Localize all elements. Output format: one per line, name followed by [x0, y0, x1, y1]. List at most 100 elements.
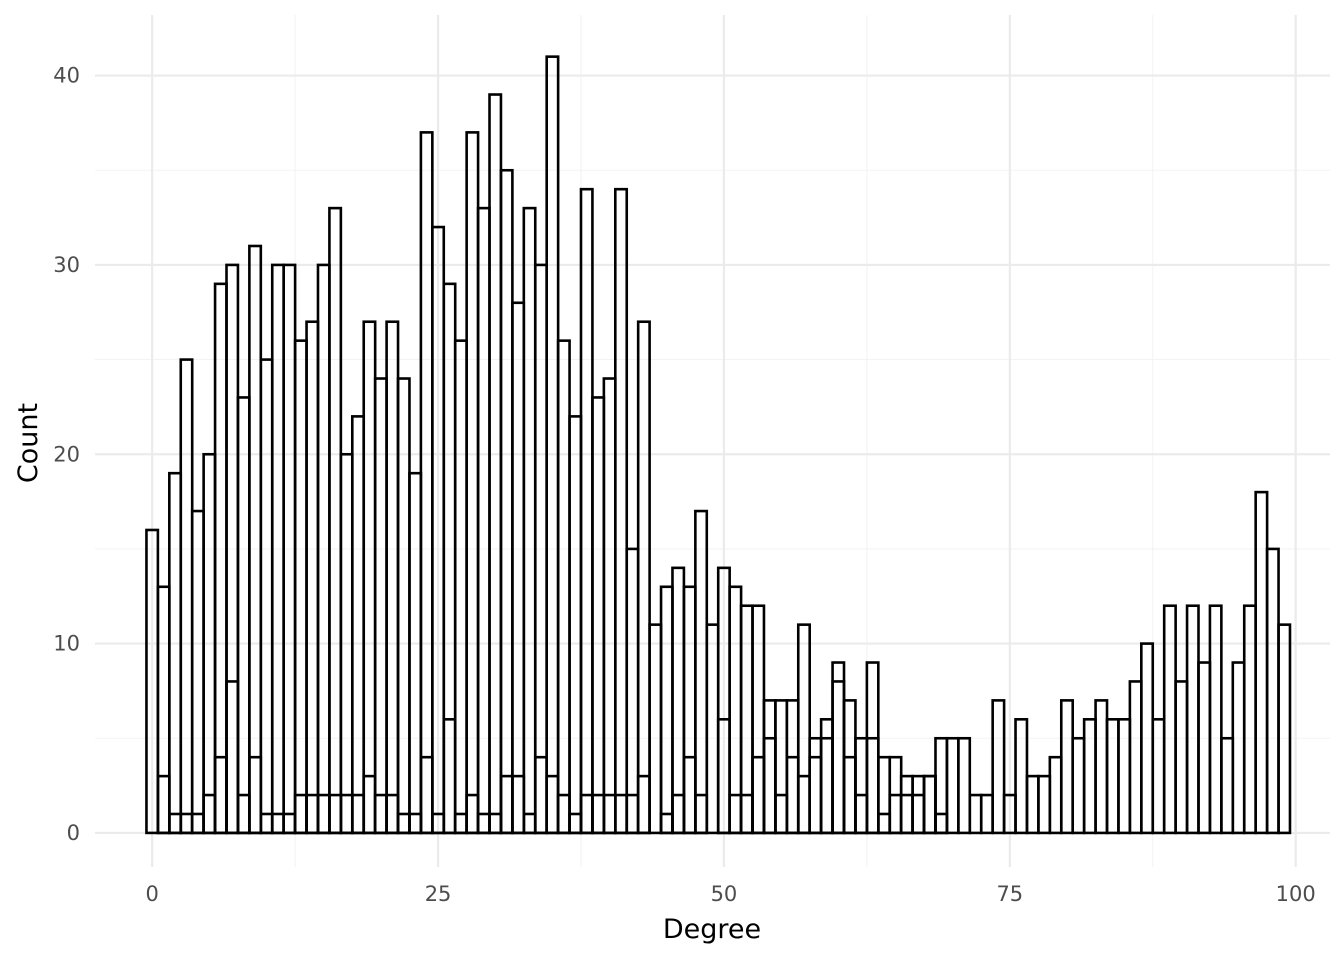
histogram-bar: [831, 661, 846, 835]
histogram-bar: [1094, 699, 1109, 835]
histogram-bar: [156, 774, 171, 835]
histogram-bar: [716, 718, 731, 835]
histogram-bar: [453, 812, 468, 835]
histogram-bar: [270, 812, 285, 835]
histogram-bar: [957, 736, 972, 835]
histogram-bar: [328, 206, 343, 835]
histogram-bar: [865, 661, 880, 835]
histogram-bar: [190, 509, 205, 835]
y-tick-label: 20: [53, 442, 80, 466]
histogram-bar: [968, 793, 983, 835]
histogram-bar: [1231, 661, 1246, 835]
histogram-bar: [808, 755, 823, 835]
histogram-bar: [156, 585, 171, 835]
histogram-bar: [648, 623, 663, 835]
histogram-bar: [453, 339, 468, 835]
histogram-bar: [328, 793, 343, 835]
histogram-bar: [579, 187, 594, 835]
histogram-bar: [362, 320, 377, 835]
x-tick-label: 100: [1276, 882, 1316, 906]
histogram-bar: [1242, 604, 1257, 835]
histogram-bar: [442, 282, 457, 835]
histogram-bar: [556, 793, 571, 835]
histogram-bar: [385, 320, 400, 835]
histogram-bar: [545, 774, 560, 835]
histogram-bar: [842, 699, 857, 835]
histogram-bar: [419, 131, 434, 835]
histogram-bar: [739, 793, 754, 835]
histogram-bar: [259, 358, 274, 835]
histogram-bar: [419, 755, 434, 835]
histogram-bar: [213, 282, 228, 835]
y-axis-title: Count: [13, 403, 44, 483]
histogram-bar: [1014, 718, 1029, 835]
histogram-bar: [854, 736, 869, 835]
histogram-bar: [202, 793, 217, 835]
histogram-bar: [568, 812, 583, 835]
histogram-bar: [1071, 736, 1086, 835]
histogram-bar: [762, 699, 777, 835]
histogram-bar: [1048, 755, 1063, 835]
histogram-bar: [248, 244, 263, 835]
axis-tick-labels: 0 25 50 75 100 0 10 20 30 40: [53, 64, 1315, 906]
histogram-bar: [1162, 604, 1177, 835]
histogram-bar: [922, 774, 937, 835]
histogram-bar: [522, 206, 537, 835]
x-tick-label: 75: [996, 882, 1023, 906]
histogram-bar: [1037, 774, 1052, 835]
histogram-bar: [739, 604, 754, 835]
histogram-bar: [362, 774, 377, 835]
x-tick-label: 0: [145, 882, 158, 906]
histogram-bar: [888, 793, 903, 835]
histogram-bar: [625, 547, 640, 835]
histogram-bar: [636, 320, 651, 835]
histogram-bar: [682, 755, 697, 835]
histogram-bar: [1128, 680, 1143, 835]
histogram-bar: [373, 377, 388, 835]
histogram-bar: [682, 585, 697, 835]
histogram-bar: [1105, 718, 1120, 835]
histogram-bar: [762, 736, 777, 835]
histogram-bar: [350, 793, 366, 835]
histogram-bar: [259, 812, 274, 835]
histogram-bar: [602, 793, 617, 835]
histogram-bar: [1117, 718, 1132, 835]
y-tick-label: 30: [53, 253, 80, 277]
histogram-bar: [808, 736, 823, 835]
histogram-bar: [350, 415, 366, 835]
histogram-bar: [877, 812, 892, 835]
histogram-bar: [511, 301, 526, 835]
histogram-bar: [168, 471, 183, 835]
histogram-bar: [1197, 661, 1212, 835]
histogram-bar: [899, 793, 914, 835]
histogram-bar: [705, 623, 720, 835]
histogram-bar: [831, 680, 846, 835]
histogram-bar: [1151, 718, 1166, 835]
x-tick-label: 25: [425, 882, 452, 906]
histogram-bar: [442, 718, 457, 835]
histogram-bar: [408, 471, 423, 835]
histogram-bar: [922, 774, 937, 835]
histogram-bar: [248, 755, 263, 835]
histogram-bar: [408, 812, 423, 835]
histogram-bar: [1277, 623, 1292, 835]
histogram-bar: [556, 339, 571, 835]
histogram-bar: [1082, 718, 1097, 835]
histogram-bar: [1254, 490, 1269, 835]
histogram-bar: [625, 793, 640, 835]
histogram-bar: [785, 699, 800, 835]
histogram-bar: [168, 812, 183, 835]
histogram-bar: [488, 93, 503, 835]
histogram-bar: [236, 793, 251, 835]
histogram-bar: [1208, 604, 1223, 835]
histogram-bar: [911, 774, 926, 835]
histogram-bar: [499, 168, 514, 835]
histogram-bar: [522, 812, 537, 835]
histogram-bar: [614, 187, 629, 835]
histogram-bar: [591, 396, 606, 835]
histogram-bar: [842, 755, 857, 835]
histogram-bar: [602, 377, 617, 835]
histogram-bar: [785, 755, 800, 835]
histogram-bar: [1185, 604, 1200, 835]
